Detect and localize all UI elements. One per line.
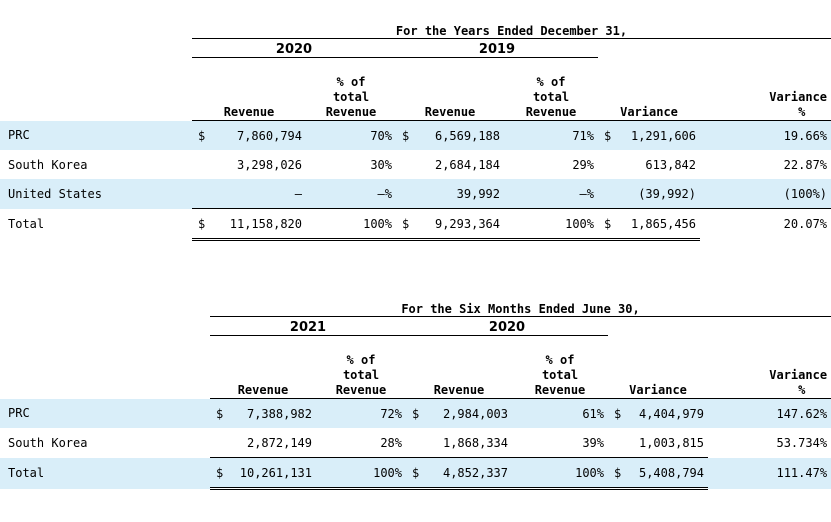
table-row: PRC $7,860,794 70% $6,569,188 71% $1,291…	[0, 120, 831, 150]
pct-value: 28%	[316, 428, 406, 458]
variance-pct-col-header: Variance%	[700, 57, 831, 121]
row-label: Total	[0, 457, 210, 489]
pct-value: 100%	[504, 208, 598, 241]
revenue-value: 7,860,794	[236, 128, 302, 143]
pct-total-col-header: % of total Revenue	[504, 57, 598, 121]
revenue-by-region-six-months-table: For the Six Months Ended June 30, 2021 2…	[0, 290, 831, 490]
revenue-value: 10,261,131	[239, 465, 312, 480]
revenue-value: 2,684,184	[434, 157, 500, 172]
revenue-col-header: Revenue	[396, 57, 504, 121]
pct-value: 39%	[512, 428, 608, 458]
revenue-col-header: Revenue	[192, 57, 306, 121]
table-row-total: Total $11,158,820 100% $9,293,364 100% $…	[0, 208, 831, 241]
year-header: 2020	[192, 38, 396, 58]
pct-value: 30%	[370, 157, 392, 172]
pct-value: 61%	[512, 398, 608, 428]
revenue-by-region-annual-table: For the Years Ended December 31, 2020 20…	[0, 12, 831, 241]
table-row-total: Total $10,261,131 100% $4,852,337 100% $…	[0, 457, 831, 490]
year-header: 2019	[396, 38, 598, 58]
variance-pct-value: 111.47%	[708, 457, 831, 489]
variance-pct-value: 19.66%	[700, 120, 831, 150]
revenue-col-header: Revenue	[210, 335, 316, 399]
revenue-value: 6,569,188	[434, 128, 500, 143]
variance-pct-value: 147.62%	[708, 398, 831, 428]
variance-pct-value: (100%)	[700, 179, 831, 209]
pct-value: 100%	[512, 457, 608, 490]
pct-value: 29%	[572, 157, 594, 172]
table-row: South Korea 3,298,026 30% 2,684,184 29% …	[0, 150, 831, 179]
table-row: South Korea 2,872,149 28% 1,868,334 39% …	[0, 428, 831, 458]
row-label: South Korea	[8, 157, 88, 172]
variance-pct-col-header: Variance%	[708, 335, 831, 399]
variance-value: 1,291,606	[630, 128, 696, 143]
revenue-col-header: Revenue	[406, 335, 512, 399]
row-label: South Korea	[8, 435, 88, 450]
variance-value: 1,003,815	[638, 435, 704, 450]
year-header: 2021	[210, 316, 406, 336]
variance-col-header: Variance	[608, 335, 708, 399]
pct-total-col-header: % of total Revenue	[306, 57, 396, 121]
variance-col-header: Variance	[598, 57, 700, 121]
variance-value: 4,404,979	[638, 406, 704, 421]
revenue-value: 2,984,003	[442, 406, 508, 421]
revenue-value: 39,992	[456, 186, 500, 201]
revenue-value: 7,388,982	[246, 406, 312, 421]
year-header: 2020	[406, 316, 608, 336]
revenue-value: 9,293,364	[434, 216, 500, 231]
revenue-value: 4,852,337	[442, 465, 508, 480]
pct-total-col-header: % of total Revenue	[512, 335, 608, 399]
pct-value: 72%	[316, 398, 406, 428]
row-label: Total	[8, 217, 45, 231]
period-header: For the Years Ended December 31,	[192, 12, 831, 39]
row-label: PRC	[0, 398, 210, 428]
period-header: For the Six Months Ended June 30,	[210, 290, 831, 317]
variance-pct-value: 22.87%	[783, 157, 828, 172]
pct-value: 70%	[306, 120, 396, 150]
variance-value: 5,408,794	[638, 465, 704, 480]
variance-pct-value: 20.07%	[783, 217, 828, 232]
variance-value: (39,992)	[638, 186, 696, 201]
revenue-value: —	[294, 186, 302, 201]
pct-value: 71%	[504, 120, 598, 150]
pct-value: 100%	[306, 208, 396, 241]
table-row: PRC $7,388,982 72% $2,984,003 61% $4,404…	[0, 398, 831, 428]
variance-pct-value: 53.734%	[776, 435, 828, 450]
pct-total-col-header: % of total Revenue	[316, 335, 406, 399]
variance-value: 613,842	[645, 157, 696, 172]
pct-value: 100%	[316, 457, 406, 490]
revenue-value: 3,298,026	[236, 157, 302, 172]
variance-value: 1,865,456	[630, 216, 696, 231]
pct-value: —%	[504, 179, 598, 209]
table-row: United States — —% 39,992 —% (39,992) (1…	[0, 179, 831, 209]
revenue-value: 11,158,820	[229, 216, 302, 231]
pct-value: —%	[306, 179, 396, 209]
revenue-value: 1,868,334	[442, 435, 508, 450]
row-label: United States	[0, 179, 192, 209]
row-label: PRC	[0, 120, 192, 150]
revenue-value: 2,872,149	[246, 435, 312, 450]
